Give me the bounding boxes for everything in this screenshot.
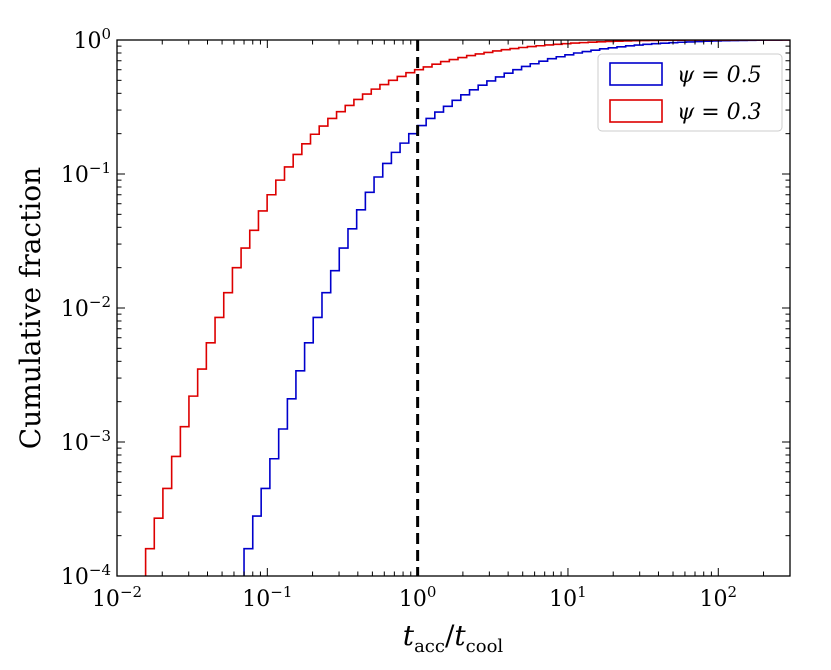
y-tick-label: 100 (73, 25, 111, 54)
legend-swatch-psi-0-3 (609, 99, 663, 123)
axis-ticks (116, 39, 791, 577)
y-tick-label: 10−2 (61, 293, 111, 322)
y-tick-label: 10−1 (61, 159, 111, 188)
legend-label-psi-0-3: ψ = 0.3 (677, 100, 762, 125)
y-tick-label: 10−4 (61, 561, 111, 590)
plot-frame (116, 39, 791, 577)
x-tick-label: 101 (549, 583, 587, 612)
legend-box (597, 53, 783, 132)
legend-label-psi-0-5: ψ = 0.5 (677, 63, 762, 88)
legend: ψ = 0.5 ψ = 0.3 (597, 53, 783, 132)
x-tick-label: 10−1 (242, 583, 292, 612)
x-tick-label: 10−2 (92, 583, 142, 612)
legend-swatch-psi-0-5 (609, 62, 663, 86)
x-tick-label: 102 (700, 583, 738, 612)
x-axis-label: tacc/tcool (403, 619, 504, 657)
x-tick-label: 100 (399, 583, 437, 612)
y-axis-label: Cumulative fraction (14, 167, 47, 449)
y-tick-label: 10−3 (61, 427, 111, 456)
